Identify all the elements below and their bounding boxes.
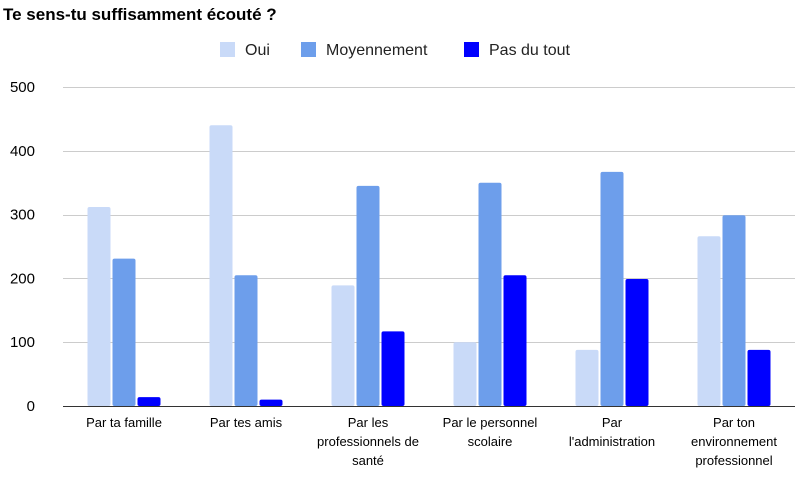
bar-oui [697,236,721,406]
bar-pas-du-tout [625,279,649,406]
legend-label: Oui [245,42,270,59]
legend-label: Moyennement [326,42,428,59]
legend-swatch [220,42,235,57]
y-tick-label: 200 [10,270,35,287]
bar-oui [331,285,355,406]
x-tick-label: Par le personnel [443,415,538,430]
x-tick-label: professionnel [695,453,772,468]
bar-moyennement [112,258,136,406]
bar-oui [87,206,111,406]
x-tick-label: scolaire [468,434,513,449]
y-tick-label: 500 [10,79,35,96]
gridlines [63,87,795,343]
x-tick-label: santé [352,453,384,468]
x-tick-label: l'administration [569,434,655,449]
bar-moyennement [600,171,624,406]
x-tick-label: Par ta famille [86,415,162,430]
bar-oui [209,125,233,406]
bar-pas-du-tout [259,399,283,406]
bar-oui [453,342,477,406]
y-tick-label: 300 [10,207,35,224]
y-tick-label: 100 [10,334,35,351]
legend-swatch [301,42,316,57]
x-tick-label: Par les [348,415,389,430]
bar-moyennement [722,215,746,406]
legend: Oui Moyennement Pas du tout [220,42,571,59]
bar-pas-du-tout [503,275,527,406]
x-tick-label: Par ton [713,415,755,430]
bar-moyennement [234,275,258,406]
x-axis-labels: Par ta famille Par tes amis Par les profess… [86,415,777,468]
bar-moyennement [478,182,502,406]
x-tick-label: environnement [691,434,777,449]
chart-title: Te sens-tu suffisamment écouté ? [3,5,277,24]
x-tick-label: professionnels de [317,434,419,449]
bar-pas-du-tout [137,397,161,406]
x-tick-label: Par [602,415,623,430]
bar-moyennement [356,185,380,406]
y-axis-ticks: 0 100 200 300 400 500 [10,79,35,415]
legend-label: Pas du tout [489,42,571,59]
y-tick-label: 0 [27,398,35,415]
bar-oui [575,349,599,406]
bars [87,125,771,406]
y-tick-label: 400 [10,143,35,160]
x-tick-label: Par tes amis [210,415,283,430]
bar-pas-du-tout [381,331,405,406]
bar-pas-du-tout [747,349,771,406]
legend-swatch [464,42,479,57]
